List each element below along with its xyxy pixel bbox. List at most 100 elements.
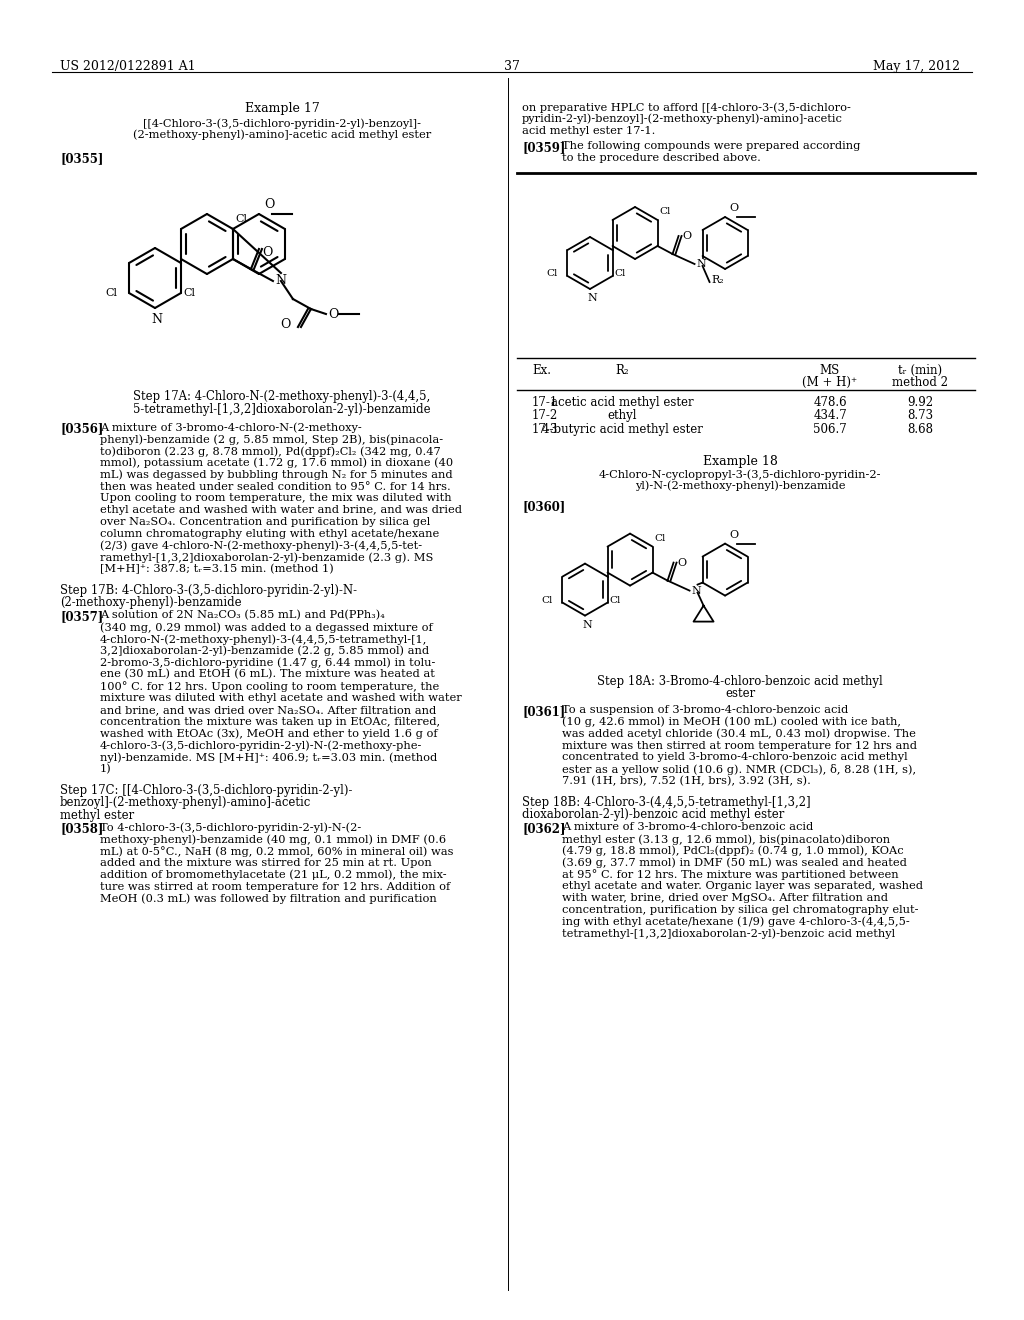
Text: A mixture of 3-bromo-4-chloro-benzoic acid: A mixture of 3-bromo-4-chloro-benzoic ac… [562, 822, 813, 832]
Text: concentrated to yield 3-bromo-4-chloro-benzoic acid methyl: concentrated to yield 3-bromo-4-chloro-b… [562, 752, 907, 763]
Text: MeOH (0.3 mL) was followed by filtration and purification: MeOH (0.3 mL) was followed by filtration… [100, 894, 437, 904]
Text: was added acetyl chloride (30.4 mL, 0.43 mol) dropwise. The: was added acetyl chloride (30.4 mL, 0.43… [562, 729, 915, 739]
Text: Step 18B: 4-Chloro-3-(4,4,5,5-tetramethyl-[1,3,2]: Step 18B: 4-Chloro-3-(4,4,5,5-tetramethy… [522, 796, 811, 809]
Text: [0356]: [0356] [60, 422, 103, 436]
Text: 17-1: 17-1 [532, 396, 558, 409]
Text: mmol), potassium acetate (1.72 g, 17.6 mmol) in dioxane (40: mmol), potassium acetate (1.72 g, 17.6 m… [100, 458, 454, 469]
Text: 434.7: 434.7 [813, 409, 847, 422]
Text: methoxy-phenyl)-benzamide (40 mg, 0.1 mmol) in DMF (0.6: methoxy-phenyl)-benzamide (40 mg, 0.1 mm… [100, 834, 446, 845]
Text: Cl: Cl [105, 288, 117, 298]
Text: O: O [683, 231, 691, 242]
Text: Cl: Cl [546, 269, 557, 279]
Text: methyl ester: methyl ester [60, 809, 134, 821]
Text: mixture was diluted with ethyl acetate and washed with water: mixture was diluted with ethyl acetate a… [100, 693, 462, 704]
Text: O: O [264, 198, 274, 211]
Text: Ex.: Ex. [532, 364, 551, 378]
Text: yl)-N-(2-methoxy-phenyl)-benzamide: yl)-N-(2-methoxy-phenyl)-benzamide [635, 480, 845, 491]
Text: [0360]: [0360] [522, 500, 565, 513]
Text: Cl: Cl [654, 533, 666, 543]
Text: (3.69 g, 37.7 mmol) in DMF (50 mL) was sealed and heated: (3.69 g, 37.7 mmol) in DMF (50 mL) was s… [562, 858, 907, 869]
Text: 8.73: 8.73 [907, 409, 933, 422]
Text: washed with EtOAc (3x), MeOH and ether to yield 1.6 g of: washed with EtOAc (3x), MeOH and ether t… [100, 729, 437, 739]
Text: US 2012/0122891 A1: US 2012/0122891 A1 [60, 59, 196, 73]
Text: 17-2: 17-2 [532, 409, 558, 422]
Text: phenyl)-benzamide (2 g, 5.85 mmol, Step 2B), bis(pinacola-: phenyl)-benzamide (2 g, 5.85 mmol, Step … [100, 434, 443, 445]
Text: Example 18: Example 18 [702, 455, 777, 469]
Text: pyridin-2-yl)-benzoyl]-(2-methoxy-phenyl)-amino]-acetic: pyridin-2-yl)-benzoyl]-(2-methoxy-phenyl… [522, 114, 843, 124]
Text: at 95° C. for 12 hrs. The mixture was partitioned between: at 95° C. for 12 hrs. The mixture was pa… [562, 870, 899, 880]
Text: O: O [262, 246, 272, 259]
Text: ethyl: ethyl [607, 409, 637, 422]
Text: 9.92: 9.92 [907, 396, 933, 409]
Text: O: O [729, 203, 738, 213]
Text: acid methyl ester 17-1.: acid methyl ester 17-1. [522, 125, 655, 136]
Text: methyl ester (3.13 g, 12.6 mmol), bis(pinacolato)diboron: methyl ester (3.13 g, 12.6 mmol), bis(pi… [562, 834, 890, 845]
Text: 506.7: 506.7 [813, 424, 847, 436]
Text: May 17, 2012: May 17, 2012 [873, 59, 961, 73]
Text: R₂: R₂ [712, 275, 724, 285]
Text: tᵣ (min): tᵣ (min) [898, 364, 942, 378]
Text: Step 17B: 4-Chloro-3-(3,5-dichloro-pyridin-2-yl)-N-: Step 17B: 4-Chloro-3-(3,5-dichloro-pyrid… [60, 583, 357, 597]
Text: N: N [152, 313, 163, 326]
Text: To 4-chloro-3-(3,5-dichloro-pyridin-2-yl)-N-(2-: To 4-chloro-3-(3,5-dichloro-pyridin-2-yl… [100, 822, 361, 833]
Text: ethyl acetate and washed with water and brine, and was dried: ethyl acetate and washed with water and … [100, 506, 462, 515]
Text: ramethyl-[1,3,2]dioxaborolan-2-yl)-benzamide (2.3 g). MS: ramethyl-[1,3,2]dioxaborolan-2-yl)-benza… [100, 552, 433, 562]
Text: 4-butyric acid methyl ester: 4-butyric acid methyl ester [542, 424, 702, 436]
Text: [0361]: [0361] [522, 705, 565, 718]
Text: to)diboron (2.23 g, 8.78 mmol), Pd(dppf)₂Cl₂ (342 mg, 0.47: to)diboron (2.23 g, 8.78 mmol), Pd(dppf)… [100, 446, 440, 457]
Text: to the procedure described above.: to the procedure described above. [562, 153, 761, 164]
Text: column chromatography eluting with ethyl acetate/hexane: column chromatography eluting with ethyl… [100, 529, 439, 539]
Text: Step 17C: [[4-Chloro-3-(3,5-dichloro-pyridin-2-yl)-: Step 17C: [[4-Chloro-3-(3,5-dichloro-pyr… [60, 784, 352, 796]
Text: N: N [582, 619, 592, 630]
Text: [0362]: [0362] [522, 822, 565, 836]
Text: To a suspension of 3-bromo-4-chloro-benzoic acid: To a suspension of 3-bromo-4-chloro-benz… [562, 705, 848, 715]
Text: 478.6: 478.6 [813, 396, 847, 409]
Text: N: N [587, 293, 597, 304]
Text: 17-3: 17-3 [532, 424, 558, 436]
Text: MS: MS [820, 364, 840, 378]
Text: N: N [274, 275, 286, 288]
Text: [0358]: [0358] [60, 822, 103, 836]
Text: method 2: method 2 [892, 376, 948, 389]
Text: ene (30 mL) and EtOH (6 mL). The mixture was heated at: ene (30 mL) and EtOH (6 mL). The mixture… [100, 669, 435, 680]
Text: added and the mixture was stirred for 25 min at rt. Upon: added and the mixture was stirred for 25… [100, 858, 432, 869]
Text: O: O [678, 557, 687, 568]
Text: O: O [729, 529, 738, 540]
Text: then was heated under sealed condition to 95° C. for 14 hrs.: then was heated under sealed condition t… [100, 482, 451, 491]
Text: and brine, and was dried over Na₂SO₄. After filtration and: and brine, and was dried over Na₂SO₄. Af… [100, 705, 436, 715]
Text: 5-tetramethyl-[1,3,2]dioxaborolan-2-yl)-benzamide: 5-tetramethyl-[1,3,2]dioxaborolan-2-yl)-… [133, 403, 431, 416]
Text: (2/3) gave 4-chloro-N-(2-methoxy-phenyl)-3-(4,4,5,5-tet-: (2/3) gave 4-chloro-N-(2-methoxy-phenyl)… [100, 540, 422, 550]
Text: mL) at 0-5°C., NaH (8 mg, 0.2 mmol, 60% in mineral oil) was: mL) at 0-5°C., NaH (8 mg, 0.2 mmol, 60% … [100, 846, 454, 857]
Text: (M + H)⁺: (M + H)⁺ [803, 376, 857, 389]
Text: concentration the mixture was taken up in EtOAc, filtered,: concentration the mixture was taken up i… [100, 717, 440, 726]
Text: 3,2]dioxaborolan-2-yl)-benzamide (2.2 g, 5.85 mmol) and: 3,2]dioxaborolan-2-yl)-benzamide (2.2 g,… [100, 645, 429, 656]
Text: Cl: Cl [609, 597, 621, 605]
Text: N: N [696, 259, 707, 269]
Text: (10 g, 42.6 mmol) in MeOH (100 mL) cooled with ice bath,: (10 g, 42.6 mmol) in MeOH (100 mL) coole… [562, 717, 901, 727]
Text: ester: ester [725, 688, 755, 700]
Text: A solution of 2N Na₂CO₃ (5.85 mL) and Pd(PPh₃)₄: A solution of 2N Na₂CO₃ (5.85 mL) and Pd… [100, 610, 385, 620]
Text: Step 17A: 4-Chloro-N-(2-methoxy-phenyl)-3-(4,4,5,: Step 17A: 4-Chloro-N-(2-methoxy-phenyl)-… [133, 389, 431, 403]
Text: Cl: Cl [659, 207, 671, 216]
Text: tetramethyl-[1,3,2]dioxaborolan-2-yl)-benzoic acid methyl: tetramethyl-[1,3,2]dioxaborolan-2-yl)-be… [562, 928, 895, 939]
Text: mixture was then stirred at room temperature for 12 hrs and: mixture was then stirred at room tempera… [562, 741, 918, 751]
Text: 4-chloro-N-(2-methoxy-phenyl)-3-(4,4,5,5-tetramethyl-[1,: 4-chloro-N-(2-methoxy-phenyl)-3-(4,4,5,5… [100, 634, 427, 644]
Text: (2-methoxy-phenyl)-amino]-acetic acid methyl ester: (2-methoxy-phenyl)-amino]-acetic acid me… [133, 129, 431, 140]
Text: Step 18A: 3-Bromo-4-chloro-benzoic acid methyl: Step 18A: 3-Bromo-4-chloro-benzoic acid … [597, 675, 883, 688]
Text: 7.91 (1H, brs), 7.52 (1H, brs), 3.92 (3H, s).: 7.91 (1H, brs), 7.52 (1H, brs), 3.92 (3H… [562, 776, 811, 787]
Text: with water, brine, dried over MgSO₄. After filtration and: with water, brine, dried over MgSO₄. Aft… [562, 894, 888, 903]
Text: 4-chloro-3-(3,5-dichloro-pyridin-2-yl)-N-(2-methoxy-phe-: 4-chloro-3-(3,5-dichloro-pyridin-2-yl)-N… [100, 741, 422, 751]
Text: benzoyl]-(2-methoxy-phenyl)-amino]-acetic: benzoyl]-(2-methoxy-phenyl)-amino]-aceti… [60, 796, 311, 809]
Text: [[4-Chloro-3-(3,5-dichloro-pyridin-2-yl)-benzoyl]-: [[4-Chloro-3-(3,5-dichloro-pyridin-2-yl)… [143, 117, 421, 128]
Text: concentration, purification by silica gel chromatography elut-: concentration, purification by silica ge… [562, 904, 919, 915]
Text: Upon cooling to room temperature, the mix was diluted with: Upon cooling to room temperature, the mi… [100, 494, 452, 503]
Text: N: N [691, 586, 701, 595]
Text: Cl: Cl [183, 288, 195, 298]
Text: addition of bromomethylacetate (21 μL, 0.2 mmol), the mix-: addition of bromomethylacetate (21 μL, 0… [100, 870, 446, 880]
Text: O: O [328, 308, 338, 321]
Text: mL) was degassed by bubbling through N₂ for 5 minutes and: mL) was degassed by bubbling through N₂ … [100, 470, 453, 480]
Text: over Na₂SO₄. Concentration and purification by silica gel: over Na₂SO₄. Concentration and purificat… [100, 517, 430, 527]
Text: 4-Chloro-N-cyclopropyl-3-(3,5-dichloro-pyridin-2-: 4-Chloro-N-cyclopropyl-3-(3,5-dichloro-p… [599, 469, 882, 479]
Text: on preparative HPLC to afford [[4-chloro-3-(3,5-dichloro-: on preparative HPLC to afford [[4-chloro… [522, 102, 851, 112]
Text: O: O [281, 318, 291, 331]
